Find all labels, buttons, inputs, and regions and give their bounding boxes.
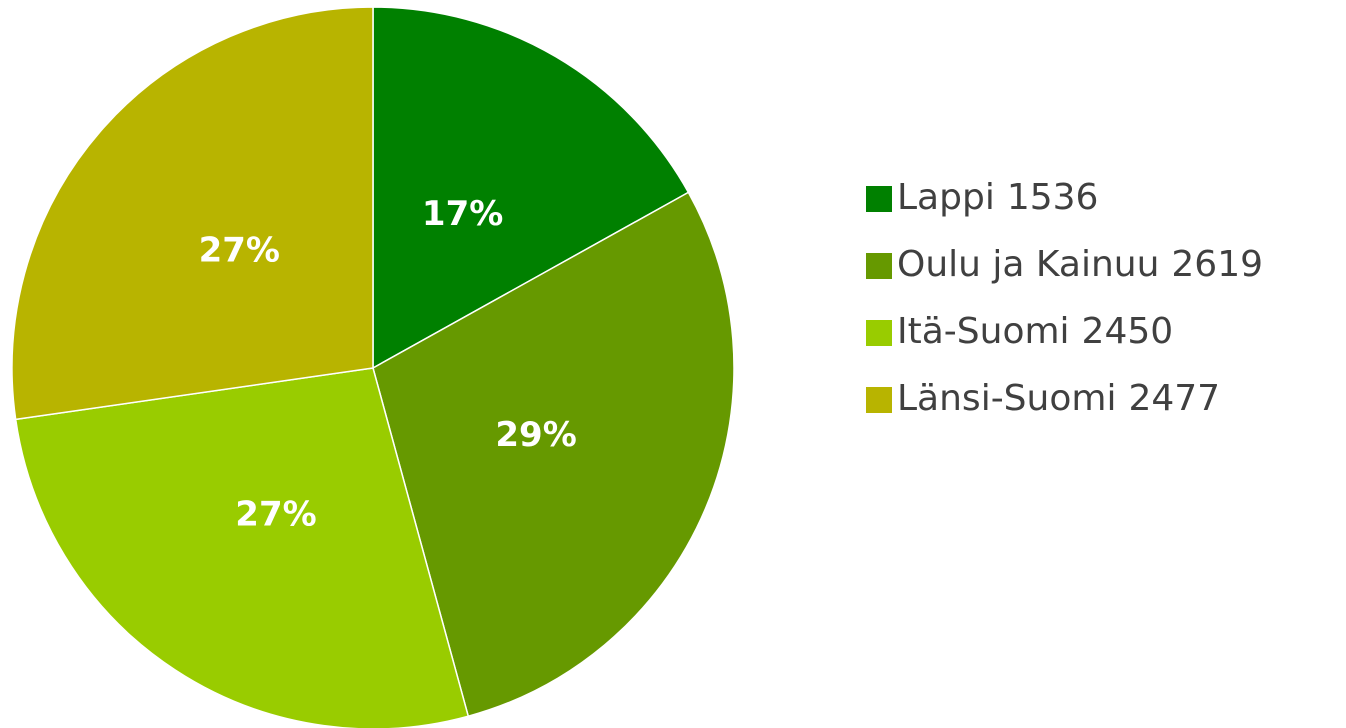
pie-slice bbox=[372, 191, 735, 718]
legend-swatch bbox=[866, 320, 892, 346]
pie-slice bbox=[14, 367, 470, 728]
legend-value: 2450 bbox=[1082, 311, 1174, 352]
legend-swatch bbox=[866, 186, 892, 212]
legend-name: Oulu ja Kainuu bbox=[897, 244, 1159, 285]
legend-swatch bbox=[866, 387, 892, 413]
legend-swatch bbox=[866, 253, 892, 279]
pie-slice bbox=[11, 6, 374, 421]
pie-slice bbox=[372, 6, 690, 370]
legend-entry: Itä-Suomi 2450 bbox=[897, 311, 1173, 352]
legend-value: 2477 bbox=[1128, 378, 1220, 419]
legend-name: Länsi-Suomi bbox=[897, 378, 1116, 419]
slice-label: 17% bbox=[422, 194, 503, 234]
legend-entry: Lappi 1536 bbox=[897, 177, 1098, 218]
legend-value: 1536 bbox=[1007, 177, 1099, 218]
legend-name: Lappi bbox=[897, 177, 995, 218]
legend-name: Itä-Suomi bbox=[897, 311, 1070, 352]
legend-entry: Länsi-Suomi 2477 bbox=[897, 378, 1220, 419]
slice-label: 29% bbox=[495, 415, 576, 455]
slice-label: 27% bbox=[199, 231, 280, 271]
slice-label: 27% bbox=[235, 494, 316, 534]
legend-entry: Oulu ja Kainuu 2619 bbox=[897, 244, 1263, 285]
legend-value: 2619 bbox=[1171, 244, 1263, 285]
